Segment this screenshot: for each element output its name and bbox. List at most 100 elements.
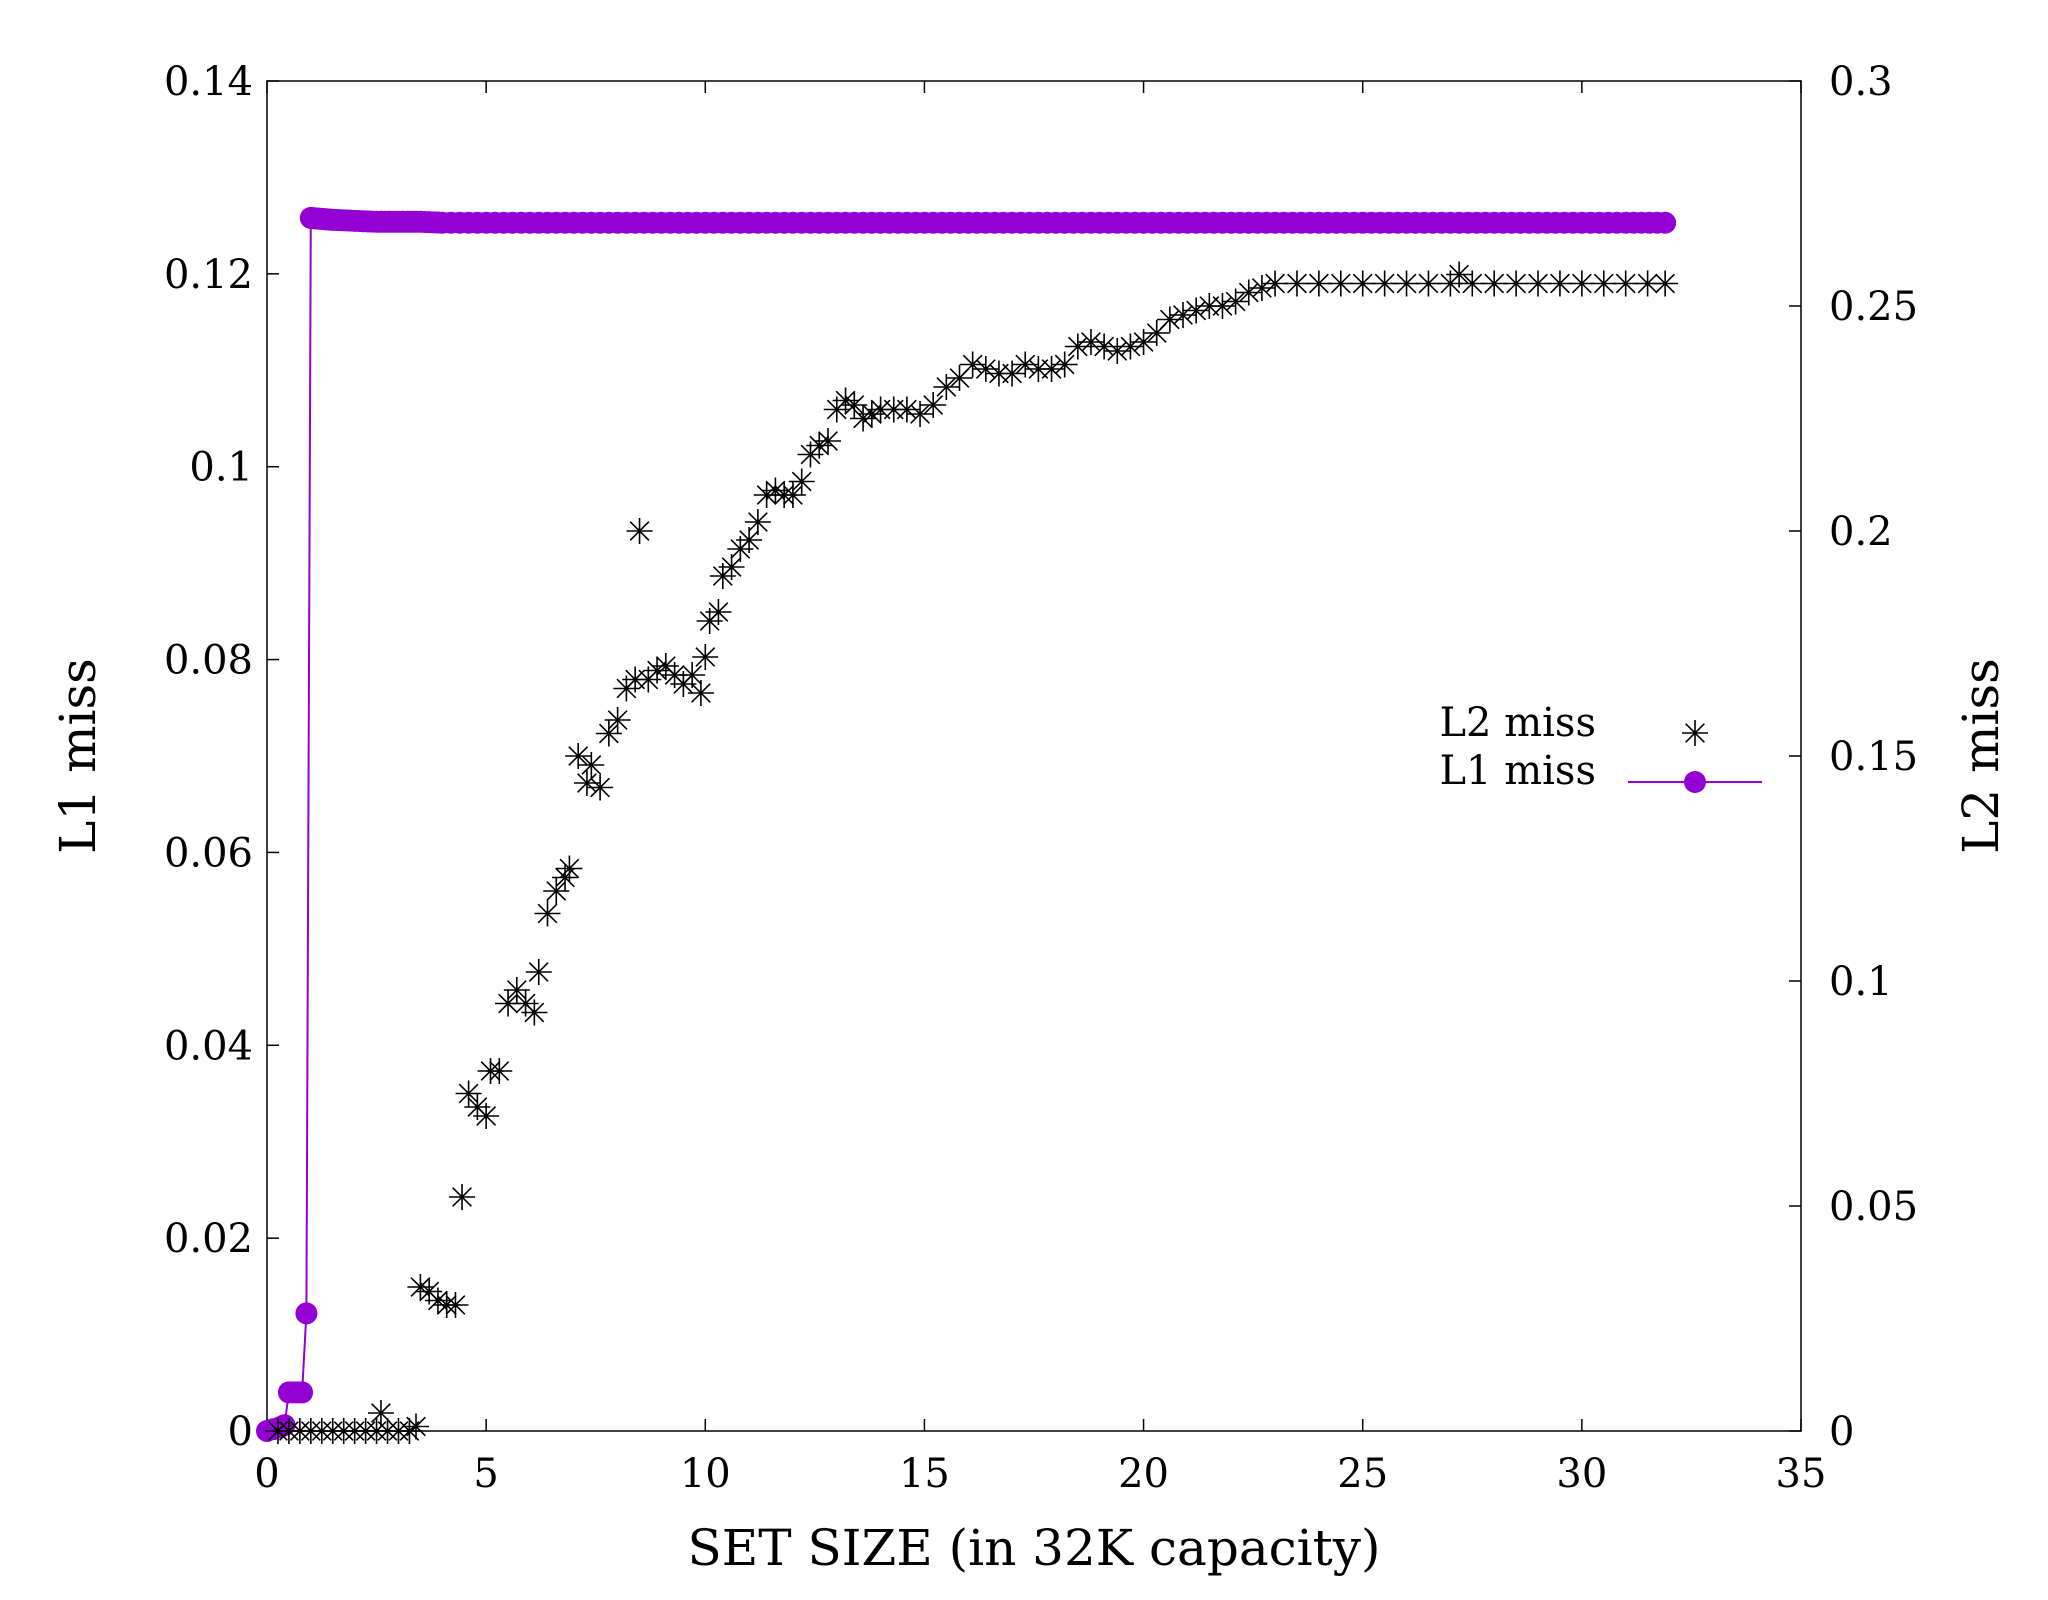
l1-miss-point bbox=[817, 211, 840, 234]
l1-miss-point bbox=[554, 211, 577, 234]
l2-miss-point bbox=[1652, 270, 1679, 297]
l1-miss-point bbox=[597, 211, 620, 234]
l2-miss-point bbox=[1481, 270, 1508, 297]
l1-miss-point bbox=[1646, 211, 1669, 234]
x-tick-label: 35 bbox=[1776, 1451, 1827, 1497]
l2-miss-point bbox=[455, 1080, 482, 1107]
l1-miss-point bbox=[1386, 211, 1409, 234]
l2-miss-point bbox=[521, 999, 548, 1026]
l2-miss-point bbox=[1222, 288, 1249, 315]
l2-miss-point bbox=[578, 752, 605, 778]
l2-miss-point bbox=[442, 1292, 469, 1318]
l2-miss-point bbox=[705, 599, 732, 625]
legend-marker-l1-miss bbox=[1684, 771, 1706, 793]
legend-marker-l2-miss bbox=[1682, 720, 1708, 746]
l1-miss-point bbox=[904, 211, 927, 234]
y-tick-label: 0.06 bbox=[164, 830, 253, 876]
x-tick-label: 15 bbox=[899, 1451, 950, 1497]
l2-miss-point bbox=[1525, 270, 1552, 297]
x-tick-label: 25 bbox=[1337, 1451, 1388, 1497]
y-tick-label: 0 bbox=[228, 1409, 253, 1455]
y2-tick-label: 0.2 bbox=[1829, 509, 1893, 555]
l1-miss-point bbox=[685, 211, 708, 234]
l2-miss-point bbox=[907, 401, 934, 427]
l2-miss-point bbox=[788, 468, 815, 495]
l2-miss-point bbox=[1305, 270, 1332, 297]
y2-axis-title: L2 miss bbox=[1952, 658, 2010, 854]
l2-miss-point bbox=[1459, 270, 1486, 297]
l2-miss-point bbox=[1209, 293, 1236, 319]
l2-miss-point bbox=[367, 1400, 394, 1426]
l2-miss-point bbox=[893, 396, 920, 423]
l2-miss-point bbox=[604, 707, 631, 733]
l1-miss-point bbox=[291, 1381, 314, 1404]
l1-miss-point bbox=[1079, 211, 1102, 234]
l2-miss-point bbox=[626, 518, 653, 544]
l2-miss-point bbox=[1503, 270, 1530, 297]
l1-miss-point bbox=[510, 211, 533, 234]
l1-miss-point bbox=[992, 211, 1015, 234]
l2-miss-point bbox=[1262, 270, 1289, 297]
l2-miss-point bbox=[815, 428, 842, 454]
l2-miss-point bbox=[525, 959, 552, 985]
l2-miss-point bbox=[1349, 270, 1376, 297]
l1-miss-line bbox=[266, 216, 1666, 1432]
l2-miss-point bbox=[1130, 329, 1157, 355]
l2-miss-point bbox=[534, 900, 561, 927]
l2-miss-point bbox=[495, 990, 522, 1017]
y2-tick-label: 0.15 bbox=[1829, 734, 1918, 780]
series-l1-miss bbox=[256, 206, 1677, 1442]
legend-asterisk-l2-miss bbox=[1682, 720, 1708, 746]
x-tick-label: 5 bbox=[473, 1451, 498, 1497]
l2-miss-point bbox=[565, 743, 592, 769]
l2-miss-point bbox=[692, 644, 719, 670]
l2-miss-point bbox=[933, 374, 960, 400]
x-axis-title: SET SIZE (in 32K capacity) bbox=[687, 1519, 1380, 1577]
l2-miss-point bbox=[1590, 270, 1617, 297]
l1-miss-point bbox=[1474, 211, 1497, 234]
l1-miss-point bbox=[948, 211, 971, 234]
y2-tick-label: 0.1 bbox=[1829, 959, 1893, 1005]
series-l2-miss bbox=[264, 261, 1679, 1444]
l2-miss-point bbox=[595, 720, 622, 747]
y2-tick-label: 0.25 bbox=[1829, 284, 1918, 330]
l2-miss-point bbox=[1051, 351, 1078, 378]
l2-miss-point bbox=[687, 680, 714, 706]
l1-miss-point bbox=[729, 211, 752, 234]
l2-miss-point bbox=[503, 977, 530, 1003]
y-tick-label: 0.12 bbox=[164, 252, 253, 298]
legend: L2 miss L1 miss bbox=[1439, 700, 1762, 794]
l2-miss-point bbox=[473, 1103, 500, 1129]
l2-miss-point bbox=[543, 878, 570, 904]
l2-miss-point bbox=[1415, 270, 1442, 297]
l1-miss-point bbox=[1036, 211, 1059, 234]
l1-miss-point bbox=[860, 211, 883, 234]
y-tick-label: 0.08 bbox=[164, 638, 253, 684]
l1-miss-point bbox=[641, 211, 664, 234]
l2-miss-point bbox=[999, 360, 1026, 387]
l2-miss-point bbox=[1393, 270, 1420, 297]
l1-miss-point bbox=[1211, 211, 1234, 234]
l2-miss-point bbox=[744, 509, 771, 535]
l2-miss-point bbox=[779, 482, 806, 508]
l1-miss-point bbox=[1518, 211, 1541, 234]
x-tick-label: 10 bbox=[680, 1451, 731, 1497]
l2-miss-point bbox=[1568, 270, 1595, 297]
y2-tick-label: 0.05 bbox=[1829, 1184, 1918, 1230]
y-tick-label: 0.02 bbox=[164, 1216, 253, 1262]
tick-labels: 0 5 10 15 20 25 30 3500.020.040.060.080.10.120.… bbox=[164, 59, 1918, 1497]
l1-miss-point bbox=[466, 211, 489, 234]
l2-miss-point bbox=[1327, 270, 1354, 297]
l2-miss-point bbox=[920, 392, 947, 418]
l2-miss-point bbox=[556, 855, 583, 882]
l2-miss-point bbox=[449, 1184, 476, 1210]
x-tick-label: 0 bbox=[254, 1451, 279, 1497]
y-tick-label: 0.04 bbox=[164, 1023, 253, 1069]
l2-miss-point bbox=[403, 1413, 430, 1440]
x-tick-label: 20 bbox=[1118, 1451, 1169, 1497]
l2-miss-point bbox=[1104, 338, 1131, 364]
l1-miss-point bbox=[1605, 211, 1628, 234]
l1-miss-point bbox=[773, 211, 796, 234]
l2-miss-point bbox=[486, 1058, 513, 1084]
